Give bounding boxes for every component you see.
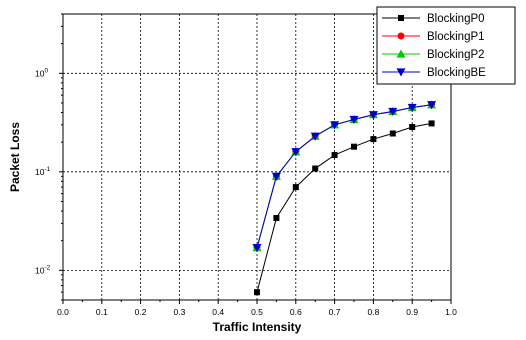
data-point: [349, 115, 359, 124]
legend-item: BlockingBE: [382, 67, 486, 79]
series-BlockingP0: [254, 120, 435, 296]
data-point: [388, 107, 398, 116]
data-point: [291, 148, 301, 157]
data-point: [273, 214, 280, 221]
x-tick-label: 0.4: [212, 307, 224, 317]
legend-label: BlockingBE: [427, 67, 486, 79]
legend: BlockingP0 BlockingP1 BlockingP2 BlockingBE: [376, 6, 516, 85]
data-point: [368, 111, 378, 120]
grid: [63, 14, 451, 300]
x-tick-label: 0.9: [406, 307, 418, 317]
data-point: [292, 184, 299, 191]
x-tick-label: 0.5: [251, 307, 263, 317]
legend-marker: [398, 15, 404, 21]
y-tick-label: 10-1: [35, 166, 51, 177]
legend-item: BlockingP1: [382, 31, 485, 43]
data-point: [310, 132, 320, 141]
y-tick-label: 10-2: [35, 264, 51, 275]
x-axis-title: Traffic Intensity: [213, 320, 302, 334]
data-point: [252, 244, 262, 253]
legend-marker: [396, 49, 406, 58]
series-line: [256, 122, 432, 293]
legend-label: BlockingP2: [427, 49, 485, 61]
legend-item: BlockingP2: [382, 49, 485, 61]
data-point: [409, 124, 416, 131]
data-point: [370, 136, 377, 143]
data-point: [254, 289, 260, 296]
x-tick-label: 0.2: [135, 307, 147, 317]
y-axis-title: Packet Loss: [8, 122, 22, 192]
x-tick-label: 0.0: [57, 307, 69, 317]
data-point: [331, 152, 338, 159]
legend-label: BlockingP1: [427, 31, 485, 43]
x-tick-label: 0.6: [290, 307, 302, 317]
data-point: [271, 172, 281, 181]
series-BlockingBE: [252, 101, 437, 253]
legend-marker: [397, 32, 405, 40]
data-point: [407, 103, 417, 112]
legend-item: BlockingP0: [382, 13, 485, 25]
data-point: [389, 130, 396, 137]
data-point: [330, 121, 340, 130]
x-tick-label: 0.7: [329, 307, 341, 317]
x-tick-label: 0.1: [96, 307, 108, 317]
legend-marker: [396, 68, 406, 77]
data-point: [428, 120, 435, 127]
x-axis: 0.0 0.1 0.2 0.3 0.4 0.5 0.6 0.7 0.8 0.9 1.0: [57, 300, 457, 317]
series-line: [256, 104, 432, 248]
legend-label: BlockingP0: [427, 13, 485, 25]
x-tick-label: 0.8: [367, 307, 379, 317]
x-tick-label: 1.0: [445, 307, 457, 317]
x-tick-label: 0.3: [173, 307, 185, 317]
y-axis: 100 10-1 10-2: [35, 13, 63, 301]
data-point: [351, 143, 357, 150]
data-point: [312, 165, 319, 172]
data-point: [427, 101, 437, 110]
y-tick-label: 100: [35, 67, 48, 78]
